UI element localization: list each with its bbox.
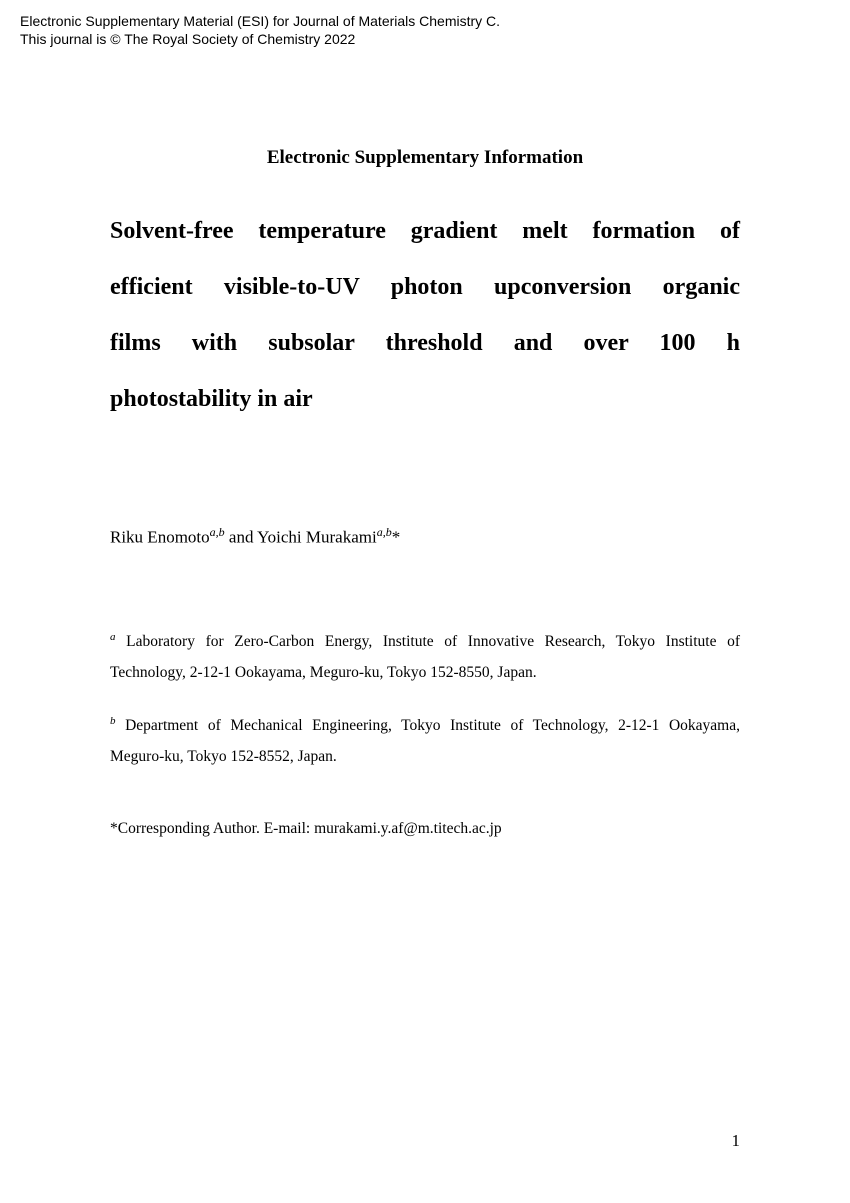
section-heading: Electronic Supplementary Information — [110, 147, 740, 169]
title-line-3: films with subsolar threshold and over 1… — [110, 319, 740, 367]
page-content: Electronic Supplementary Information Sol… — [0, 0, 850, 838]
title-line-1: Solvent-free temperature gradient melt f… — [110, 207, 740, 255]
header-line-1: Electronic Supplementary Material (ESI) … — [20, 12, 500, 30]
author-1-name: Riku Enomoto — [110, 528, 210, 547]
author-2-name: Yoichi Murakami — [257, 528, 377, 547]
author-2-suffix: * — [392, 528, 401, 547]
title-line-2: efficient visible-to-UV photon upconvers… — [110, 263, 740, 311]
author-1-affil: a,b — [210, 525, 225, 539]
title-line-4: photostability in air — [110, 375, 740, 423]
page-number: 1 — [732, 1131, 741, 1151]
author-connector: and — [225, 528, 257, 547]
affil-a-text: Laboratory for Zero-Carbon Energy, Insti… — [110, 633, 740, 681]
header-line-2: This journal is © The Royal Society of C… — [20, 30, 500, 48]
affiliation-b: b Department of Mechanical Engineering, … — [110, 710, 740, 772]
corresponding-author: *Corresponding Author. E-mail: murakami.… — [110, 820, 740, 838]
author-2-affil: a,b — [377, 525, 392, 539]
affiliation-a: a Laboratory for Zero-Carbon Energy, Ins… — [110, 626, 740, 688]
affil-b-text: Department of Mechanical Engineering, To… — [110, 717, 740, 765]
authors: Riku Enomotoa,b and Yoichi Murakamia,b* — [110, 523, 740, 551]
header-note: Electronic Supplementary Material (ESI) … — [20, 12, 500, 48]
